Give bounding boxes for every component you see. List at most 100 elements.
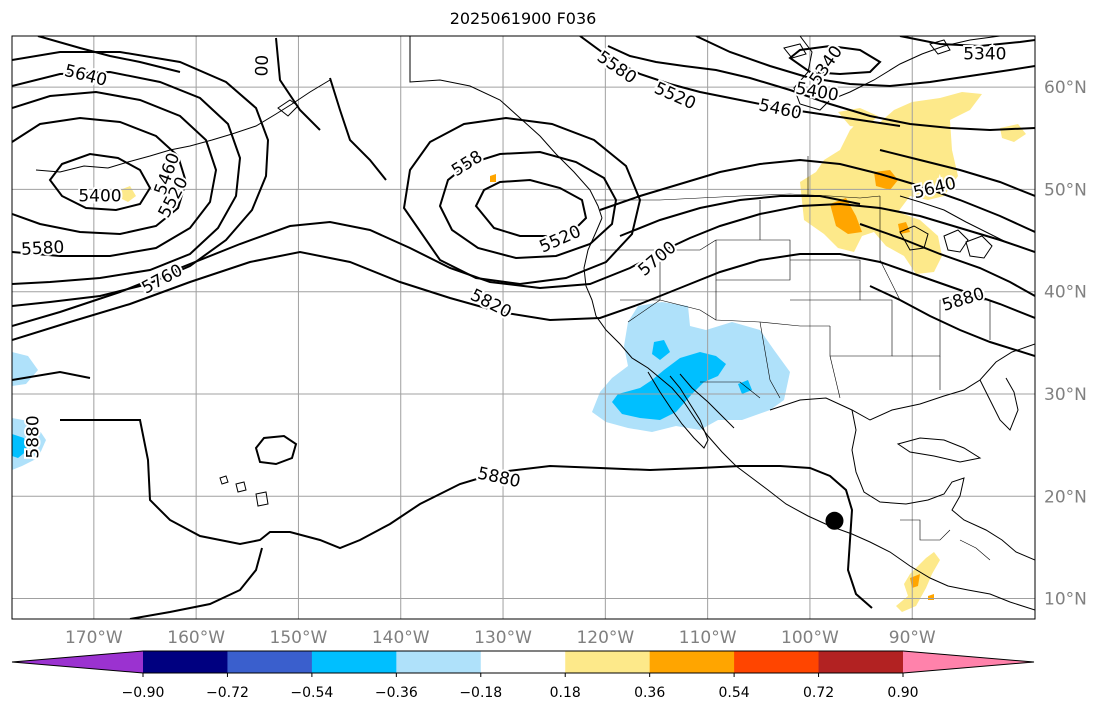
lon-tick-label: 100°W bbox=[781, 628, 839, 648]
height-contour bbox=[402, 116, 642, 286]
coastline bbox=[769, 343, 1035, 421]
colorbar-tick-label: −0.90 bbox=[122, 685, 165, 701]
coastline bbox=[896, 437, 982, 463]
height-contour bbox=[275, 37, 321, 131]
colorbar-tick-label: 0.54 bbox=[719, 685, 750, 701]
height-contour bbox=[12, 370, 91, 381]
contour-label: 5700 bbox=[635, 237, 681, 280]
lon-tick-label: 130°W bbox=[474, 628, 532, 648]
colorbar-tick-label: −0.36 bbox=[375, 685, 418, 701]
height-contour bbox=[12, 116, 188, 236]
lat-tick-label: 30°N bbox=[1044, 385, 1087, 405]
coastline bbox=[647, 371, 709, 449]
border-line bbox=[700, 381, 761, 399]
colorbar-segment bbox=[480, 651, 566, 673]
height-contour bbox=[879, 173, 1035, 233]
contour-label: 5820 bbox=[467, 285, 515, 322]
coastline bbox=[783, 43, 807, 59]
coastlines bbox=[35, 36, 1035, 611]
anomaly-region bbox=[120, 186, 136, 202]
colorbar-segment bbox=[396, 651, 482, 673]
border-line bbox=[892, 299, 991, 357]
height-contour bbox=[329, 77, 387, 181]
border-line bbox=[759, 321, 781, 399]
border-line bbox=[900, 519, 951, 541]
map-frame bbox=[11, 35, 1036, 620]
colorbar-extend-low bbox=[12, 651, 143, 673]
border-line bbox=[790, 259, 861, 301]
colorbar-tick-label: −0.72 bbox=[206, 685, 249, 701]
height-contour bbox=[619, 195, 861, 237]
border-line bbox=[659, 299, 717, 321]
height-contour bbox=[599, 158, 881, 211]
colorbar-segment bbox=[649, 651, 735, 673]
height-contour bbox=[12, 70, 242, 285]
anomaly-region bbox=[652, 340, 670, 360]
colorbar-extend-high bbox=[903, 651, 1034, 673]
chart-title: 2025061900 F036 bbox=[449, 9, 597, 28]
contour-label: 5880 bbox=[940, 284, 987, 316]
coastline bbox=[851, 409, 1035, 561]
contour-label: 5880 bbox=[23, 415, 43, 458]
coastline bbox=[583, 217, 1035, 611]
contour-label: 5520 bbox=[536, 222, 584, 258]
colorbar-segment bbox=[227, 651, 313, 673]
lon-tick-label: 170°W bbox=[65, 628, 123, 648]
anomaly-region bbox=[830, 198, 862, 234]
coastline bbox=[965, 235, 993, 259]
height-contour bbox=[788, 44, 882, 76]
coastline bbox=[107, 79, 331, 169]
colorbar-tick-label: 0.72 bbox=[803, 685, 834, 701]
colorbar-segment bbox=[734, 651, 820, 673]
colorbar-segment bbox=[143, 651, 228, 673]
border-line bbox=[829, 355, 841, 399]
height-contour bbox=[899, 36, 1035, 48]
contour-label: 5460 bbox=[757, 95, 803, 124]
lat-tick-label: 50°N bbox=[1044, 180, 1087, 200]
anomaly-region bbox=[490, 174, 496, 182]
height-contour bbox=[254, 434, 298, 466]
contour-label: 5340 bbox=[963, 44, 1006, 64]
contour-label: 5580 bbox=[21, 238, 65, 260]
height-contour bbox=[859, 223, 1035, 297]
border-line bbox=[879, 196, 901, 301]
coastline bbox=[235, 481, 247, 493]
colorbar-tick-label: −0.54 bbox=[290, 685, 333, 701]
contour-label: 5880 bbox=[476, 464, 522, 493]
colorbar-segment bbox=[311, 651, 397, 673]
anomaly-region bbox=[838, 108, 878, 128]
contour-label: 5400 bbox=[78, 187, 121, 207]
height-contour bbox=[438, 150, 618, 260]
height-contour bbox=[12, 202, 1035, 327]
anomaly-region bbox=[12, 352, 38, 386]
gridlines bbox=[12, 36, 1035, 619]
colorbar-segment bbox=[565, 651, 651, 673]
colorbar-tick-label: 0.18 bbox=[550, 685, 581, 701]
anomaly-region bbox=[1000, 124, 1026, 142]
contour-label: 5640 bbox=[62, 61, 109, 91]
coastline bbox=[929, 39, 951, 55]
colorbar-tick-label: 0.36 bbox=[634, 685, 665, 701]
coastline bbox=[899, 225, 929, 251]
border-line bbox=[959, 539, 991, 561]
anomaly-fills bbox=[12, 92, 1026, 612]
height-contours bbox=[12, 36, 1035, 619]
contour-label: 5580 bbox=[593, 47, 640, 88]
axis-labels: 170°W 160°W 150°W 140°W 130°W 120°W 110°W 100°W… bbox=[65, 78, 1087, 648]
lat-tick-label: 40°N bbox=[1044, 283, 1087, 303]
coastline bbox=[679, 373, 735, 429]
colorbar-tick-label: −0.18 bbox=[459, 685, 502, 701]
coastline bbox=[793, 36, 1001, 111]
lat-tick-label: 10°N bbox=[1044, 590, 1087, 610]
storm-marker bbox=[825, 511, 844, 530]
height-contour bbox=[129, 547, 263, 619]
lon-tick-label: 90°W bbox=[889, 628, 936, 648]
coastline bbox=[409, 36, 603, 219]
contour-label: 00 bbox=[252, 54, 273, 76]
anomaly-region bbox=[12, 418, 46, 470]
border-line bbox=[596, 193, 881, 201]
height-contour bbox=[12, 90, 218, 257]
height-contour bbox=[474, 178, 588, 237]
